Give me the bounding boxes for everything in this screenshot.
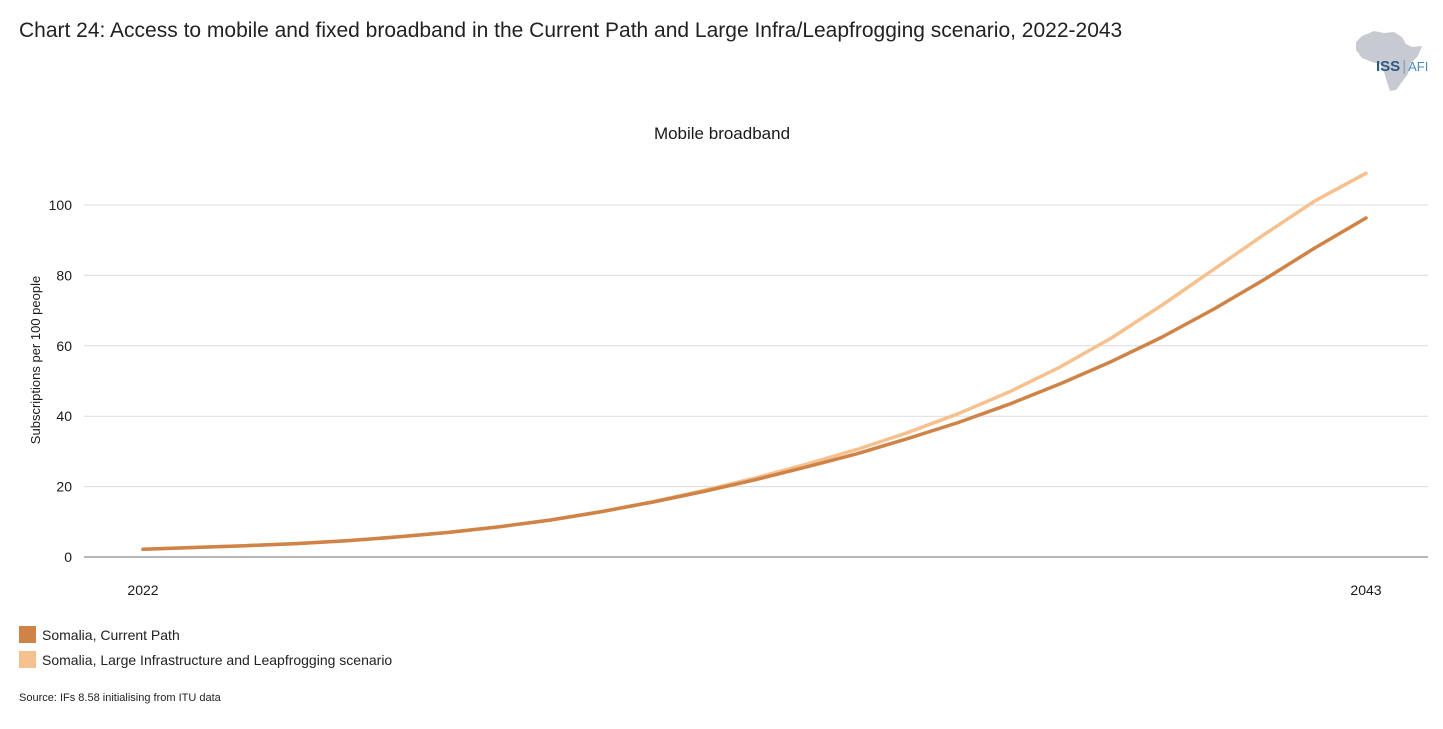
y-tick-label: 100 xyxy=(49,197,73,213)
y-tick-label: 20 xyxy=(56,479,72,495)
y-tick-label: 60 xyxy=(56,338,72,354)
grid-lines xyxy=(84,204,1428,558)
logo-separator: | xyxy=(1402,58,1407,75)
y-tick-labels: 0 20 40 60 80 100 xyxy=(49,197,73,565)
logo-afi: AFI xyxy=(1408,59,1429,74)
y-tick-label: 0 xyxy=(64,549,72,565)
chart-title: Mobile broadband xyxy=(654,124,790,143)
series-line-somalia-current-path xyxy=(141,216,1368,552)
legend-item-current-path: Somalia, Current Path xyxy=(19,622,392,647)
iss-afi-logo: ISS | AFI xyxy=(1376,58,1428,75)
logo-iss: ISS xyxy=(1376,58,1401,75)
page-title: Chart 24: Access to mobile and fixed bro… xyxy=(19,19,1123,42)
x-tick-label: 2043 xyxy=(1350,582,1381,598)
source-note: Source: IFs 8.58 initialising from ITU d… xyxy=(19,692,221,704)
legend-item-leapfrogging: Somalia, Large Infrastructure and Leapfr… xyxy=(19,647,392,672)
legend: Somalia, Current Path Somalia, Large Inf… xyxy=(19,622,392,672)
series-line-somalia-large-infrastructure-and-leapfrogging-scenario xyxy=(141,171,1368,552)
y-axis-label: Subscriptions per 100 people xyxy=(28,276,43,444)
legend-swatch-current-path xyxy=(19,626,36,643)
legend-label-current-path: Somalia, Current Path xyxy=(42,626,180,643)
legend-swatch-leapfrogging xyxy=(19,651,36,668)
legend-label-leapfrogging: Somalia, Large Infrastructure and Leapfr… xyxy=(42,651,393,668)
africa-map-icon xyxy=(1356,31,1422,91)
x-tick-labels: 2022 2043 xyxy=(127,582,1381,598)
x-tick-label: 2022 xyxy=(127,582,158,598)
y-tick-label: 80 xyxy=(56,267,72,283)
y-tick-label: 40 xyxy=(56,408,72,424)
series-lines xyxy=(141,171,1368,552)
